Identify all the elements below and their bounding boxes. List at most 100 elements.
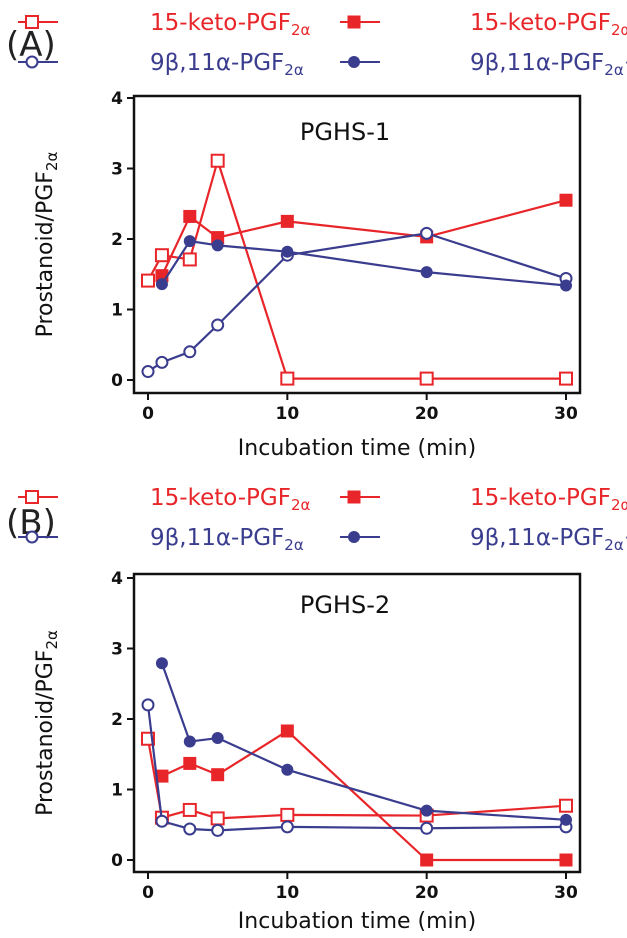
legend-label-sub: 2α	[284, 61, 304, 79]
legend-marker	[347, 490, 361, 504]
data-point	[420, 226, 434, 240]
data-point	[280, 820, 294, 834]
data-point	[211, 318, 225, 332]
legend-label-sub: 2α	[611, 496, 627, 514]
data-point	[155, 814, 169, 828]
data-point	[420, 266, 433, 279]
x-tick-label: 10	[275, 404, 299, 424]
data-point	[211, 732, 224, 745]
data-point	[210, 811, 225, 826]
legend-item-s3: 9β,11α-PGF2α	[18, 50, 304, 79]
data-point	[182, 802, 197, 817]
series-s2	[155, 193, 573, 283]
legend-label: 15-keto-PGF2α+	[470, 10, 627, 39]
legend-label-sub: 2α	[604, 61, 624, 79]
plot-frame	[132, 572, 582, 874]
chart-title: PGHS-1	[300, 118, 390, 146]
data-point	[155, 657, 168, 670]
data-point	[210, 153, 225, 168]
series-s3	[141, 226, 573, 379]
legend-marker	[348, 56, 360, 68]
legend-item-s1: 15-keto-PGF2α	[18, 485, 311, 514]
x-tick-label: 0	[142, 883, 154, 903]
legend-marker	[25, 490, 39, 504]
legend-label-sub: 2α	[604, 536, 624, 554]
y-axis-label-sub: 2α	[43, 152, 61, 172]
data-point	[281, 763, 294, 776]
x-axis-label: Incubation time (min)	[238, 909, 476, 934]
legend-label: 9β,11α-PGF2α+	[470, 525, 627, 554]
y-axis-label-sub: 2α	[43, 630, 61, 650]
legend-label-main: 9β,11α-PGF	[470, 525, 604, 551]
data-point	[183, 235, 196, 248]
y-tick-label: 3	[111, 160, 123, 180]
legend-label-main: 15-keto-PGF	[470, 10, 611, 36]
legend-item-s4: 9β,11α-PGF2α+	[340, 50, 627, 79]
y-tick-label: 2	[111, 230, 123, 250]
data-point	[211, 768, 225, 782]
legend-label-sub: 2α	[611, 21, 627, 39]
legend-label-main: 9β,11α-PGF	[150, 525, 284, 551]
legend-label-sub: 2α	[291, 496, 311, 514]
legend-label: 15-keto-PGF2α+	[470, 485, 627, 514]
legend-marker	[348, 531, 360, 543]
data-point	[560, 279, 572, 292]
data-point	[280, 371, 295, 386]
data-point	[559, 371, 573, 386]
data-point	[420, 804, 433, 817]
x-axis-label: Incubation time (min)	[238, 436, 476, 461]
legend-label-main: 15-keto-PGF	[150, 485, 291, 511]
data-point	[211, 823, 225, 837]
x-tick-label: 20	[415, 404, 439, 424]
legend-label-main: 15-keto-PGF	[470, 485, 611, 511]
y-tick-label: 3	[111, 640, 123, 660]
data-point	[280, 724, 294, 738]
legend-label: 15-keto-PGF2α	[150, 10, 311, 39]
series-s4	[155, 235, 572, 292]
legend-marker	[25, 55, 39, 69]
series-s1	[141, 731, 573, 826]
y-tick-label: 0	[111, 371, 123, 391]
y-tick-label: 2	[111, 710, 123, 730]
data-point	[141, 365, 155, 379]
y-axis-label-main: Prostanoid/PGF	[33, 171, 58, 337]
legend-label: 9β,11α-PGF2α	[150, 525, 304, 554]
legend-label-main: 9β,11α-PGF	[150, 50, 284, 76]
data-point	[420, 853, 434, 867]
y-axis-label: Prostanoid/PGF2α	[33, 152, 61, 338]
data-point	[183, 209, 197, 223]
legend: 15-keto-PGF2α15-keto-PGF2α+9β,11α-PGF2α9…	[18, 10, 627, 79]
legend-label-suffix: +	[624, 525, 627, 551]
data-point	[155, 355, 169, 369]
x-tick-label: 10	[275, 883, 299, 903]
series-s2	[155, 724, 573, 867]
data-point	[155, 278, 168, 291]
data-point	[419, 371, 434, 386]
series-line	[146, 738, 567, 820]
data-point	[182, 252, 197, 267]
legend-label-suffix: +	[624, 50, 627, 76]
data-point	[154, 248, 169, 263]
series-line	[161, 240, 567, 287]
legend-item-s1: 15-keto-PGF2α	[18, 10, 311, 39]
data-point	[420, 821, 434, 835]
y-tick-label: 4	[111, 89, 123, 109]
y-tick-label: 4	[111, 569, 123, 589]
legend-label-sub: 2α	[291, 21, 311, 39]
x-tick-label: 30	[554, 883, 578, 903]
data-point	[141, 698, 155, 712]
data-point	[183, 735, 196, 748]
legend-item-s2: 15-keto-PGF2α+	[340, 485, 627, 514]
y-tick-label: 0	[111, 851, 123, 871]
legend-item-s2: 15-keto-PGF2α+	[340, 10, 627, 39]
data-point	[183, 345, 197, 359]
chart-panel-2: (B)15-keto-PGF2α15-keto-PGF2α+9β,11α-PGF…	[6, 485, 627, 934]
legend-label-sub: 2α	[284, 536, 304, 554]
y-axis-label-main: Prostanoid/PGF	[33, 650, 58, 816]
legend-label: 9β,11α-PGF2α+	[470, 50, 627, 79]
legend-label-main: 15-keto-PGF	[150, 10, 291, 36]
legend-marker	[347, 15, 361, 29]
y-axis-label: Prostanoid/PGF2α	[33, 630, 61, 816]
series-s4	[155, 657, 572, 826]
